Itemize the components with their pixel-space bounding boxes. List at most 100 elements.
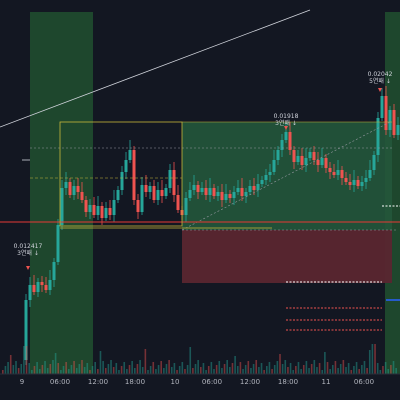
volume-bar (141, 367, 144, 374)
volume-bar (147, 370, 149, 374)
candle-body (348, 182, 352, 185)
candle-body (344, 178, 348, 182)
candle-body (36, 282, 40, 292)
volume-bar (337, 368, 339, 374)
volume-bar (168, 360, 170, 374)
volume-bar (342, 360, 345, 374)
volume-bar (368, 350, 371, 374)
candle-body (224, 194, 228, 200)
candle-body (200, 188, 204, 192)
candle-body (188, 190, 192, 198)
volume-bar (395, 368, 397, 374)
volume-bar (358, 369, 360, 374)
volume-bar (313, 360, 316, 374)
volume-bar (292, 370, 294, 374)
volume-bar (81, 360, 83, 374)
volume-bar (247, 361, 250, 374)
volume-bar (86, 363, 89, 374)
candle-body (356, 180, 360, 186)
volume-bar (163, 368, 165, 374)
candle-body (220, 192, 224, 200)
volume-bar (144, 349, 147, 374)
candle-body (268, 172, 272, 175)
candle-body (68, 182, 72, 195)
volume-bar (149, 366, 152, 374)
volume-bar (123, 362, 126, 374)
volume-bar (4, 366, 7, 374)
volume-bar (281, 364, 284, 374)
volume-bar (54, 353, 57, 374)
candle-body (48, 280, 52, 290)
volume-bar (366, 368, 368, 374)
volume-bar (157, 365, 160, 374)
volume-bar (266, 366, 268, 374)
candle-body (56, 225, 60, 262)
candle-body (168, 170, 172, 188)
volume-bar (12, 365, 15, 374)
volume-bar (218, 361, 221, 374)
candle-body (28, 285, 32, 300)
sell-arrow-icon (284, 126, 288, 130)
candle-body (104, 208, 108, 218)
volume-bar (181, 362, 184, 374)
candle-body (76, 186, 80, 192)
candle-body (116, 190, 120, 200)
candle-body (352, 180, 356, 185)
volume-bar (68, 369, 70, 374)
volume-bar (118, 370, 120, 374)
volume-bar (126, 369, 128, 374)
volume-bar (176, 370, 178, 374)
candle-body (140, 185, 144, 212)
volume-bar (207, 366, 210, 374)
candle-body (372, 155, 376, 170)
candle-body (340, 170, 344, 178)
volume-bar (9, 355, 12, 374)
candle-body (292, 150, 296, 162)
volume-bar (271, 369, 273, 374)
candle-body (316, 160, 320, 165)
candle-body (108, 208, 112, 215)
annotation-price: 0.012417 (14, 243, 43, 250)
candle-body (148, 186, 152, 192)
volume-bar (308, 368, 310, 374)
candle-body (160, 190, 164, 196)
volume-bar (371, 344, 374, 374)
volume-bar (194, 364, 197, 374)
volume-bar (273, 365, 276, 374)
candle-body (264, 175, 268, 180)
volume-bar (332, 365, 334, 374)
volume-bar (316, 367, 318, 374)
volume-bar (170, 367, 173, 374)
volume-bar (36, 362, 38, 374)
candle-body (24, 300, 28, 360)
volume-bar (28, 363, 30, 374)
candle-body (52, 262, 56, 280)
volume-bar (110, 360, 112, 374)
candle-body (228, 194, 232, 198)
volume-bar (94, 362, 96, 374)
volume-bar (236, 366, 239, 374)
volume-bar (205, 370, 207, 374)
volume-bar (107, 364, 110, 374)
volume-bar (302, 365, 305, 374)
candle-body (88, 205, 92, 212)
volume-bar (355, 362, 358, 374)
volume-bar (120, 366, 123, 374)
trend-line (0, 9, 311, 128)
volume-bar (392, 361, 395, 374)
volume-bar (374, 344, 376, 374)
volume-bar (139, 360, 141, 374)
candle-body (208, 188, 212, 195)
candle-body (136, 200, 140, 212)
volume-bar (231, 363, 234, 374)
volume-bar (382, 366, 384, 374)
candle-body (212, 188, 216, 196)
candle-body (72, 186, 76, 195)
volume-bar (62, 366, 65, 374)
candle-body (232, 192, 236, 198)
candle-body (276, 150, 280, 160)
volume-bar (25, 346, 28, 374)
x-tick-label: 18:00 (125, 378, 145, 386)
